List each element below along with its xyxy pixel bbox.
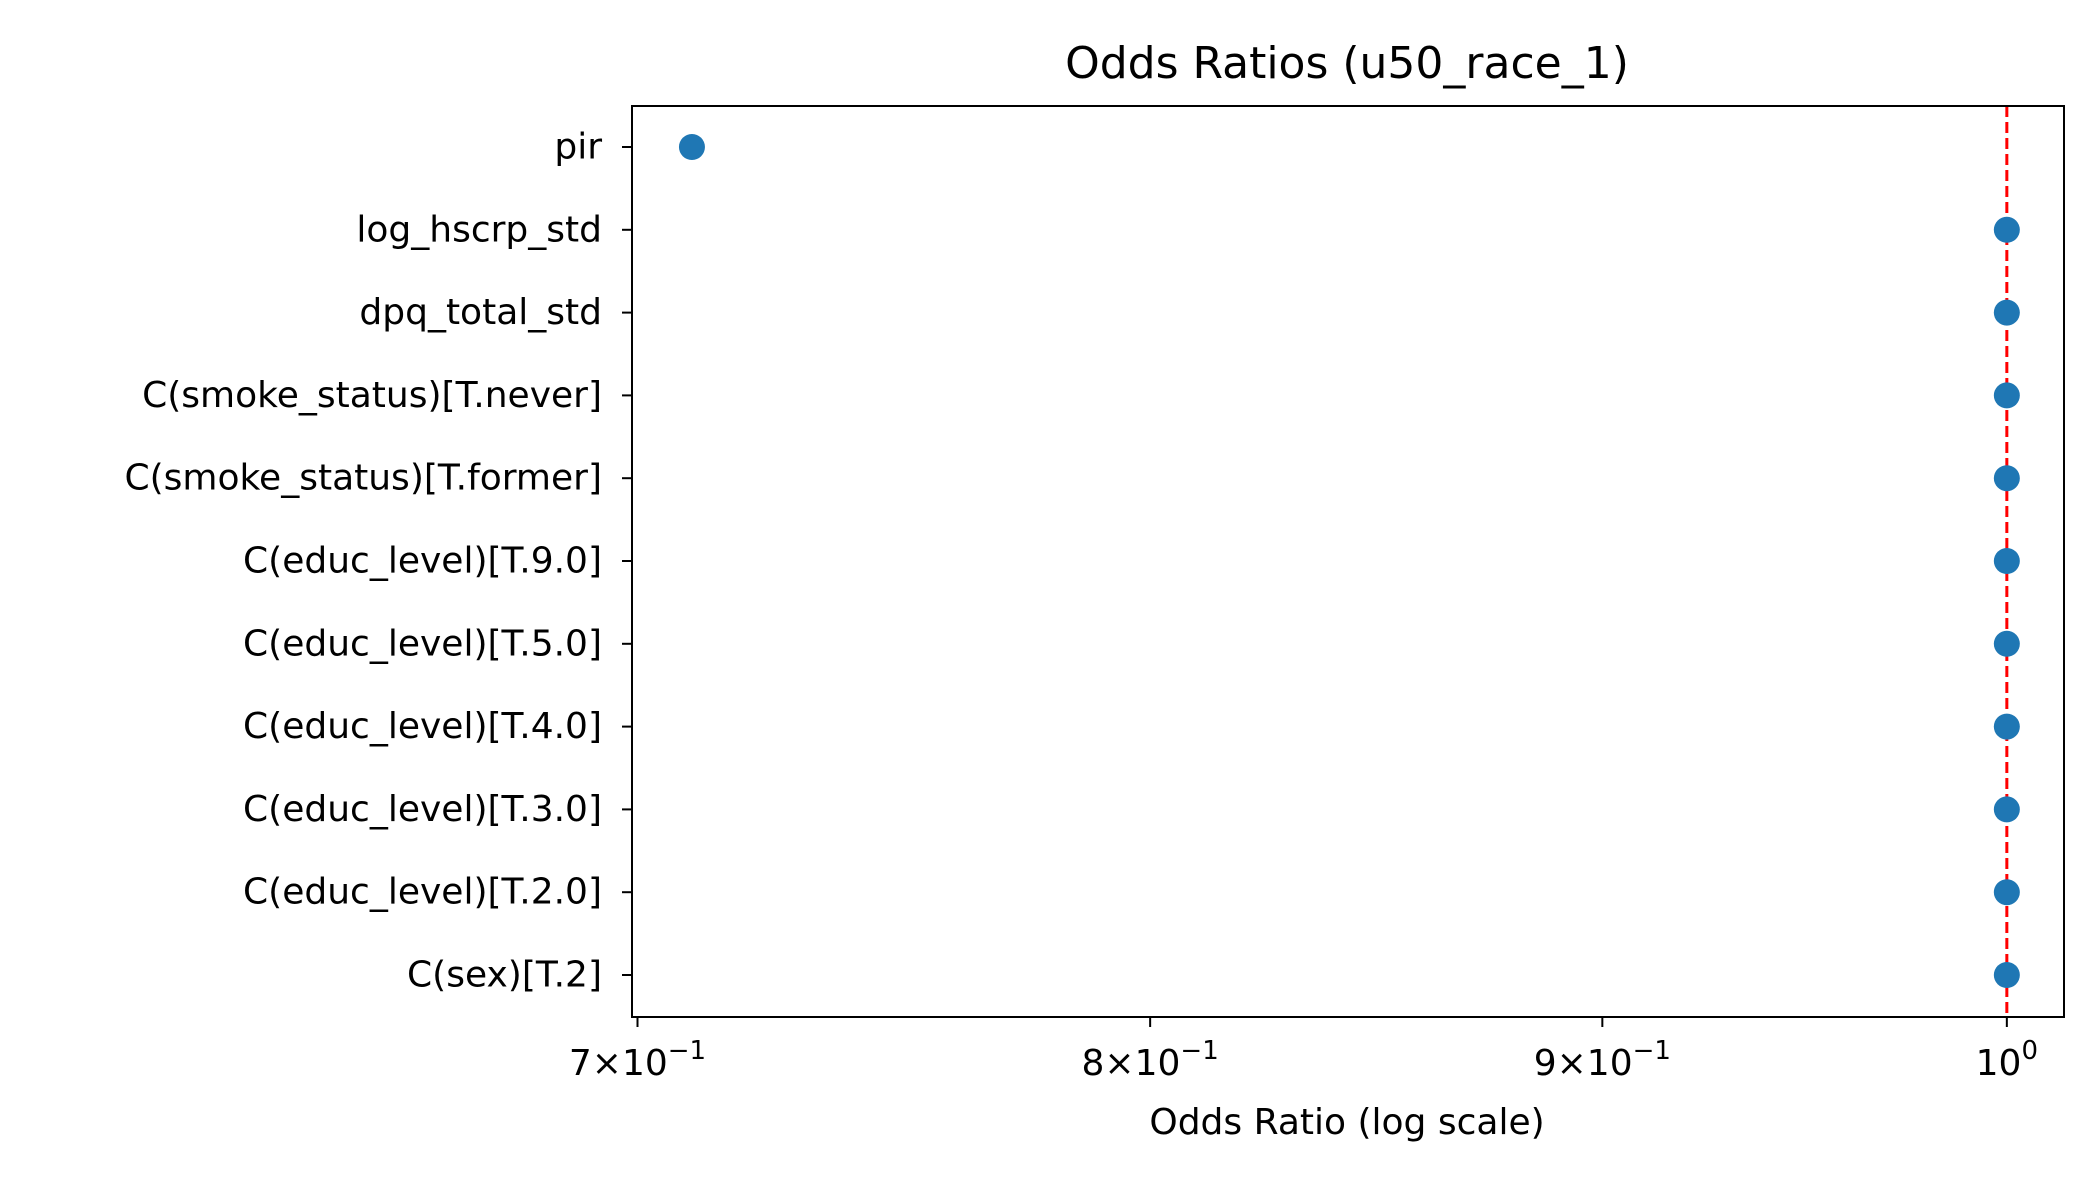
data-point	[1993, 382, 2020, 409]
data-point	[1993, 548, 2020, 574]
y-tick-label: C(educ_level)[T.4.0]	[243, 706, 602, 747]
x-tick-label: 7×10−1	[569, 1036, 706, 1084]
plot-area: pir log_hscrp_std dpq_total_std C(smoke_sta…	[124, 106, 2038, 1084]
plot-frame	[631, 105, 2065, 1018]
data-point	[1993, 962, 2020, 988]
x-tick-label: 9×10−1	[1534, 1036, 1671, 1084]
y-tick-label: C(smoke_status)[T.former]	[124, 458, 602, 499]
y-tick-label: log_hscrp_std	[356, 209, 602, 250]
y-tick-label: dpq_total_std	[359, 292, 602, 333]
y-tick-label: C(smoke_status)[T.never]	[142, 375, 602, 416]
data-point	[1993, 299, 2020, 326]
data-point	[1993, 216, 2020, 243]
data-point	[1993, 796, 2020, 823]
y-tick-label: C(educ_level)[T.2.0]	[243, 872, 602, 913]
y-tick-label: C(educ_level)[T.3.0]	[243, 789, 602, 830]
data-point	[1993, 630, 2020, 657]
y-tick-label: pir	[554, 127, 602, 168]
x-axis-label: Odds Ratio (log scale)	[1149, 1102, 1544, 1143]
y-tick-label: C(educ_level)[T.9.0]	[243, 541, 602, 582]
data-point	[1993, 713, 2020, 740]
data-point	[678, 134, 705, 160]
data-point	[1993, 879, 2020, 906]
x-tick-label: 100	[1976, 1036, 2038, 1084]
x-tick-label: 8×10−1	[1082, 1036, 1219, 1084]
y-tick-label: C(educ_level)[T.5.0]	[243, 623, 602, 664]
chart-title: Odds Ratios (u50_race_1)	[1065, 38, 1629, 89]
data-point	[1993, 465, 2020, 492]
y-tick-label: C(sex)[T.2]	[407, 955, 602, 996]
